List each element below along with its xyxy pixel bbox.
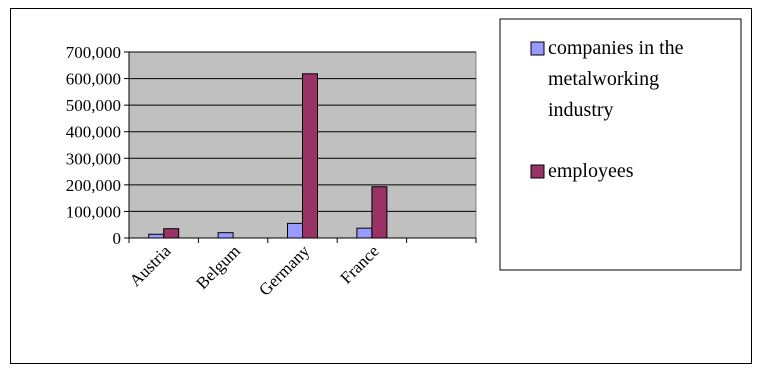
legend-label: metalworking: [548, 68, 659, 90]
bar-employees-austria: [163, 228, 180, 239]
legend: companies in the metalworking industry empl…: [499, 18, 742, 271]
bar-chart: 0 100,000 200,000 300,000 400,000 500,000 600,…: [66, 18, 742, 300]
chart-frame: 0 100,000 200,000 300,000 400,000 500,000 600,…: [10, 8, 752, 364]
y-tick-label: 200,000: [66, 176, 121, 195]
y-tick-label: 600,000: [66, 70, 121, 89]
legend-label: industry: [548, 99, 614, 121]
legend-swatch-companies: [530, 41, 545, 56]
x-tick-label-france: France: [337, 241, 383, 287]
bar-companies-belgum: [217, 232, 234, 239]
y-tick-label: 100,000: [66, 202, 121, 221]
bar-employees-germany: [302, 73, 318, 239]
y-tick-label: 300,000: [66, 149, 121, 168]
x-tick-label-austria: Austria: [126, 241, 175, 290]
legend-box: [499, 18, 742, 271]
bars: [148, 73, 388, 239]
y-tick-label: 400,000: [66, 123, 121, 142]
legend-label: companies in the: [548, 37, 684, 59]
y-tick-label: 0: [113, 229, 122, 248]
x-tick-label-belgum: Belgum: [192, 241, 244, 293]
x-tick-label-germany: Germany: [255, 241, 314, 300]
bar-companies-austria: [148, 233, 165, 239]
bar-companies-france: [356, 227, 373, 239]
y-tick-labels: 0 100,000 200,000 300,000 400,000 500,000 600,…: [66, 43, 121, 248]
y-tick-label: 500,000: [66, 96, 121, 115]
legend-swatch-employees: [530, 164, 545, 179]
bar-employees-france: [371, 186, 388, 239]
bar-companies-germany: [287, 222, 303, 239]
axes: [124, 51, 477, 243]
x-tick-labels: Austria Belgum Germany France: [126, 241, 383, 300]
legend-label: employees: [548, 160, 634, 182]
y-tick-label: 700,000: [66, 43, 121, 62]
